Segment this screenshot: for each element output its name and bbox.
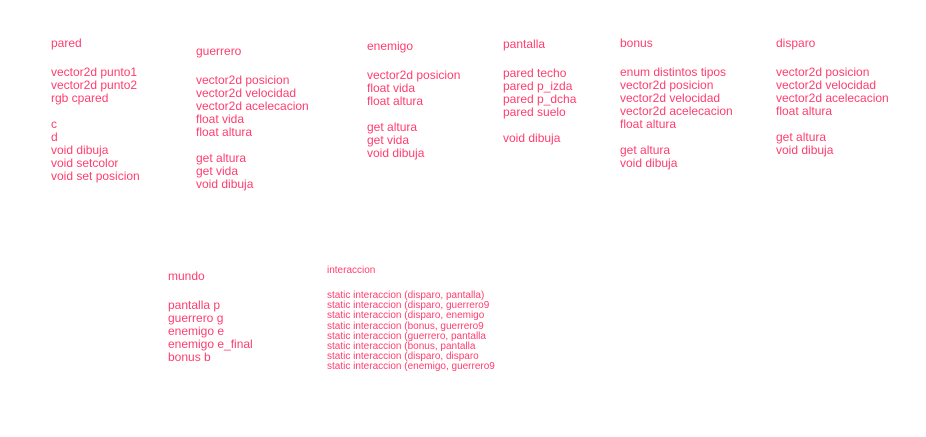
class-title: bonus: [620, 36, 653, 50]
member-line: get altura: [776, 130, 827, 144]
member-line: float altura: [196, 125, 253, 139]
member-line: vector2d velocidad: [196, 86, 297, 100]
member-line: void dibuja: [776, 143, 834, 157]
member-line: get altura: [196, 151, 247, 165]
member-line: static interaccion (disparo, disparo: [327, 351, 479, 363]
class-title: guerrero: [196, 44, 242, 58]
class-mundo: mundo pantalla p guerrero g enemigo e enemig…: [168, 269, 253, 364]
member-line: pared p_izda: [503, 79, 573, 93]
class-title: mundo: [168, 269, 205, 283]
member-line: guerrero g: [168, 311, 224, 325]
member-line: static interaccion (bonus, guerrero9: [327, 320, 484, 332]
member-line: get altura: [620, 143, 671, 157]
class-guerrero: guerrero vector2d posicion vector2d veloci…: [196, 44, 309, 191]
class-interaccion: interaccion static interaccion (disparo, …: [327, 265, 495, 373]
class-bonus: bonus enum distintos tipos vector2d posici…: [620, 36, 733, 170]
class-title: enemigo: [367, 39, 414, 53]
class-enemigo: enemigo vector2d posicion float vida float …: [367, 39, 460, 160]
member-line: get vida: [367, 133, 410, 147]
member-line: float altura: [367, 94, 424, 108]
member-line: void dibuja: [503, 131, 561, 145]
member-line: rgb cpared: [51, 91, 109, 105]
member-line: static interaccion (bonus, pantalla: [327, 341, 476, 353]
member-line: vector2d velocidad: [620, 91, 721, 105]
member-line: get vida: [196, 164, 239, 178]
member-line: enemigo e_final: [168, 337, 253, 351]
member-line: get altura: [367, 120, 418, 134]
member-line: static interaccion (guerrero, pantalla: [327, 330, 486, 342]
member-line: void dibuja: [196, 177, 254, 191]
member-line: vector2d posicion: [776, 65, 870, 79]
member-line: static interaccion (disparo, guerrero9: [327, 300, 490, 312]
member-line: pared suelo: [503, 105, 566, 119]
member-line: void setcolor: [51, 156, 119, 170]
member-line: static interaccion (disparo, pantalla): [327, 290, 485, 301]
member-line: float vida: [196, 112, 245, 126]
member-line: vector2d acelecacion: [196, 99, 309, 113]
member-line: c: [51, 117, 57, 131]
member-line: vector2d punto1: [51, 65, 138, 79]
member-line: vector2d velocidad: [776, 78, 877, 92]
member-line: void dibuja: [367, 146, 425, 160]
member-line: enemigo e: [168, 324, 225, 338]
member-line: static interaccion (disparo, enemigo: [327, 310, 485, 322]
member-line: float vida: [367, 81, 416, 95]
member-line: bonus b: [168, 350, 211, 364]
member-line: vector2d posicion: [196, 73, 290, 87]
member-line: pared p_dcha: [503, 92, 577, 106]
class-disparo: disparo vector2d posicion vector2d velocid…: [776, 36, 889, 157]
member-line: float altura: [620, 117, 677, 131]
member-line: float altura: [776, 104, 833, 118]
class-pantalla: pantalla pared techo pared p_izda pared p_d…: [503, 37, 576, 145]
member-line: vector2d posicion: [367, 68, 461, 82]
class-title: pared: [51, 36, 82, 50]
member-line: void set posicion: [51, 169, 140, 183]
member-line: vector2d punto2: [51, 78, 138, 92]
member-line: pared techo: [503, 66, 567, 80]
member-line: enum distintos tipos: [620, 65, 727, 79]
class-title: disparo: [776, 36, 816, 50]
class-title: pantalla: [503, 37, 546, 51]
class-pared: pared vector2d punto1 vector2d punto2 rgb c…: [51, 36, 140, 183]
member-line: d: [51, 130, 58, 144]
member-line: pantalla p: [168, 298, 221, 312]
group-spacer: [51, 105, 140, 118]
member-line: void dibuja: [51, 143, 109, 157]
class-title: interaccion: [327, 265, 376, 276]
member-line: vector2d posicion: [620, 78, 714, 92]
member-line: void dibuja: [620, 156, 678, 170]
member-line: vector2d acelecacion: [776, 91, 889, 105]
member-line: vector2d acelecacion: [620, 104, 733, 118]
member-line: static interaccion (enemigo, guerrero9: [327, 361, 495, 373]
